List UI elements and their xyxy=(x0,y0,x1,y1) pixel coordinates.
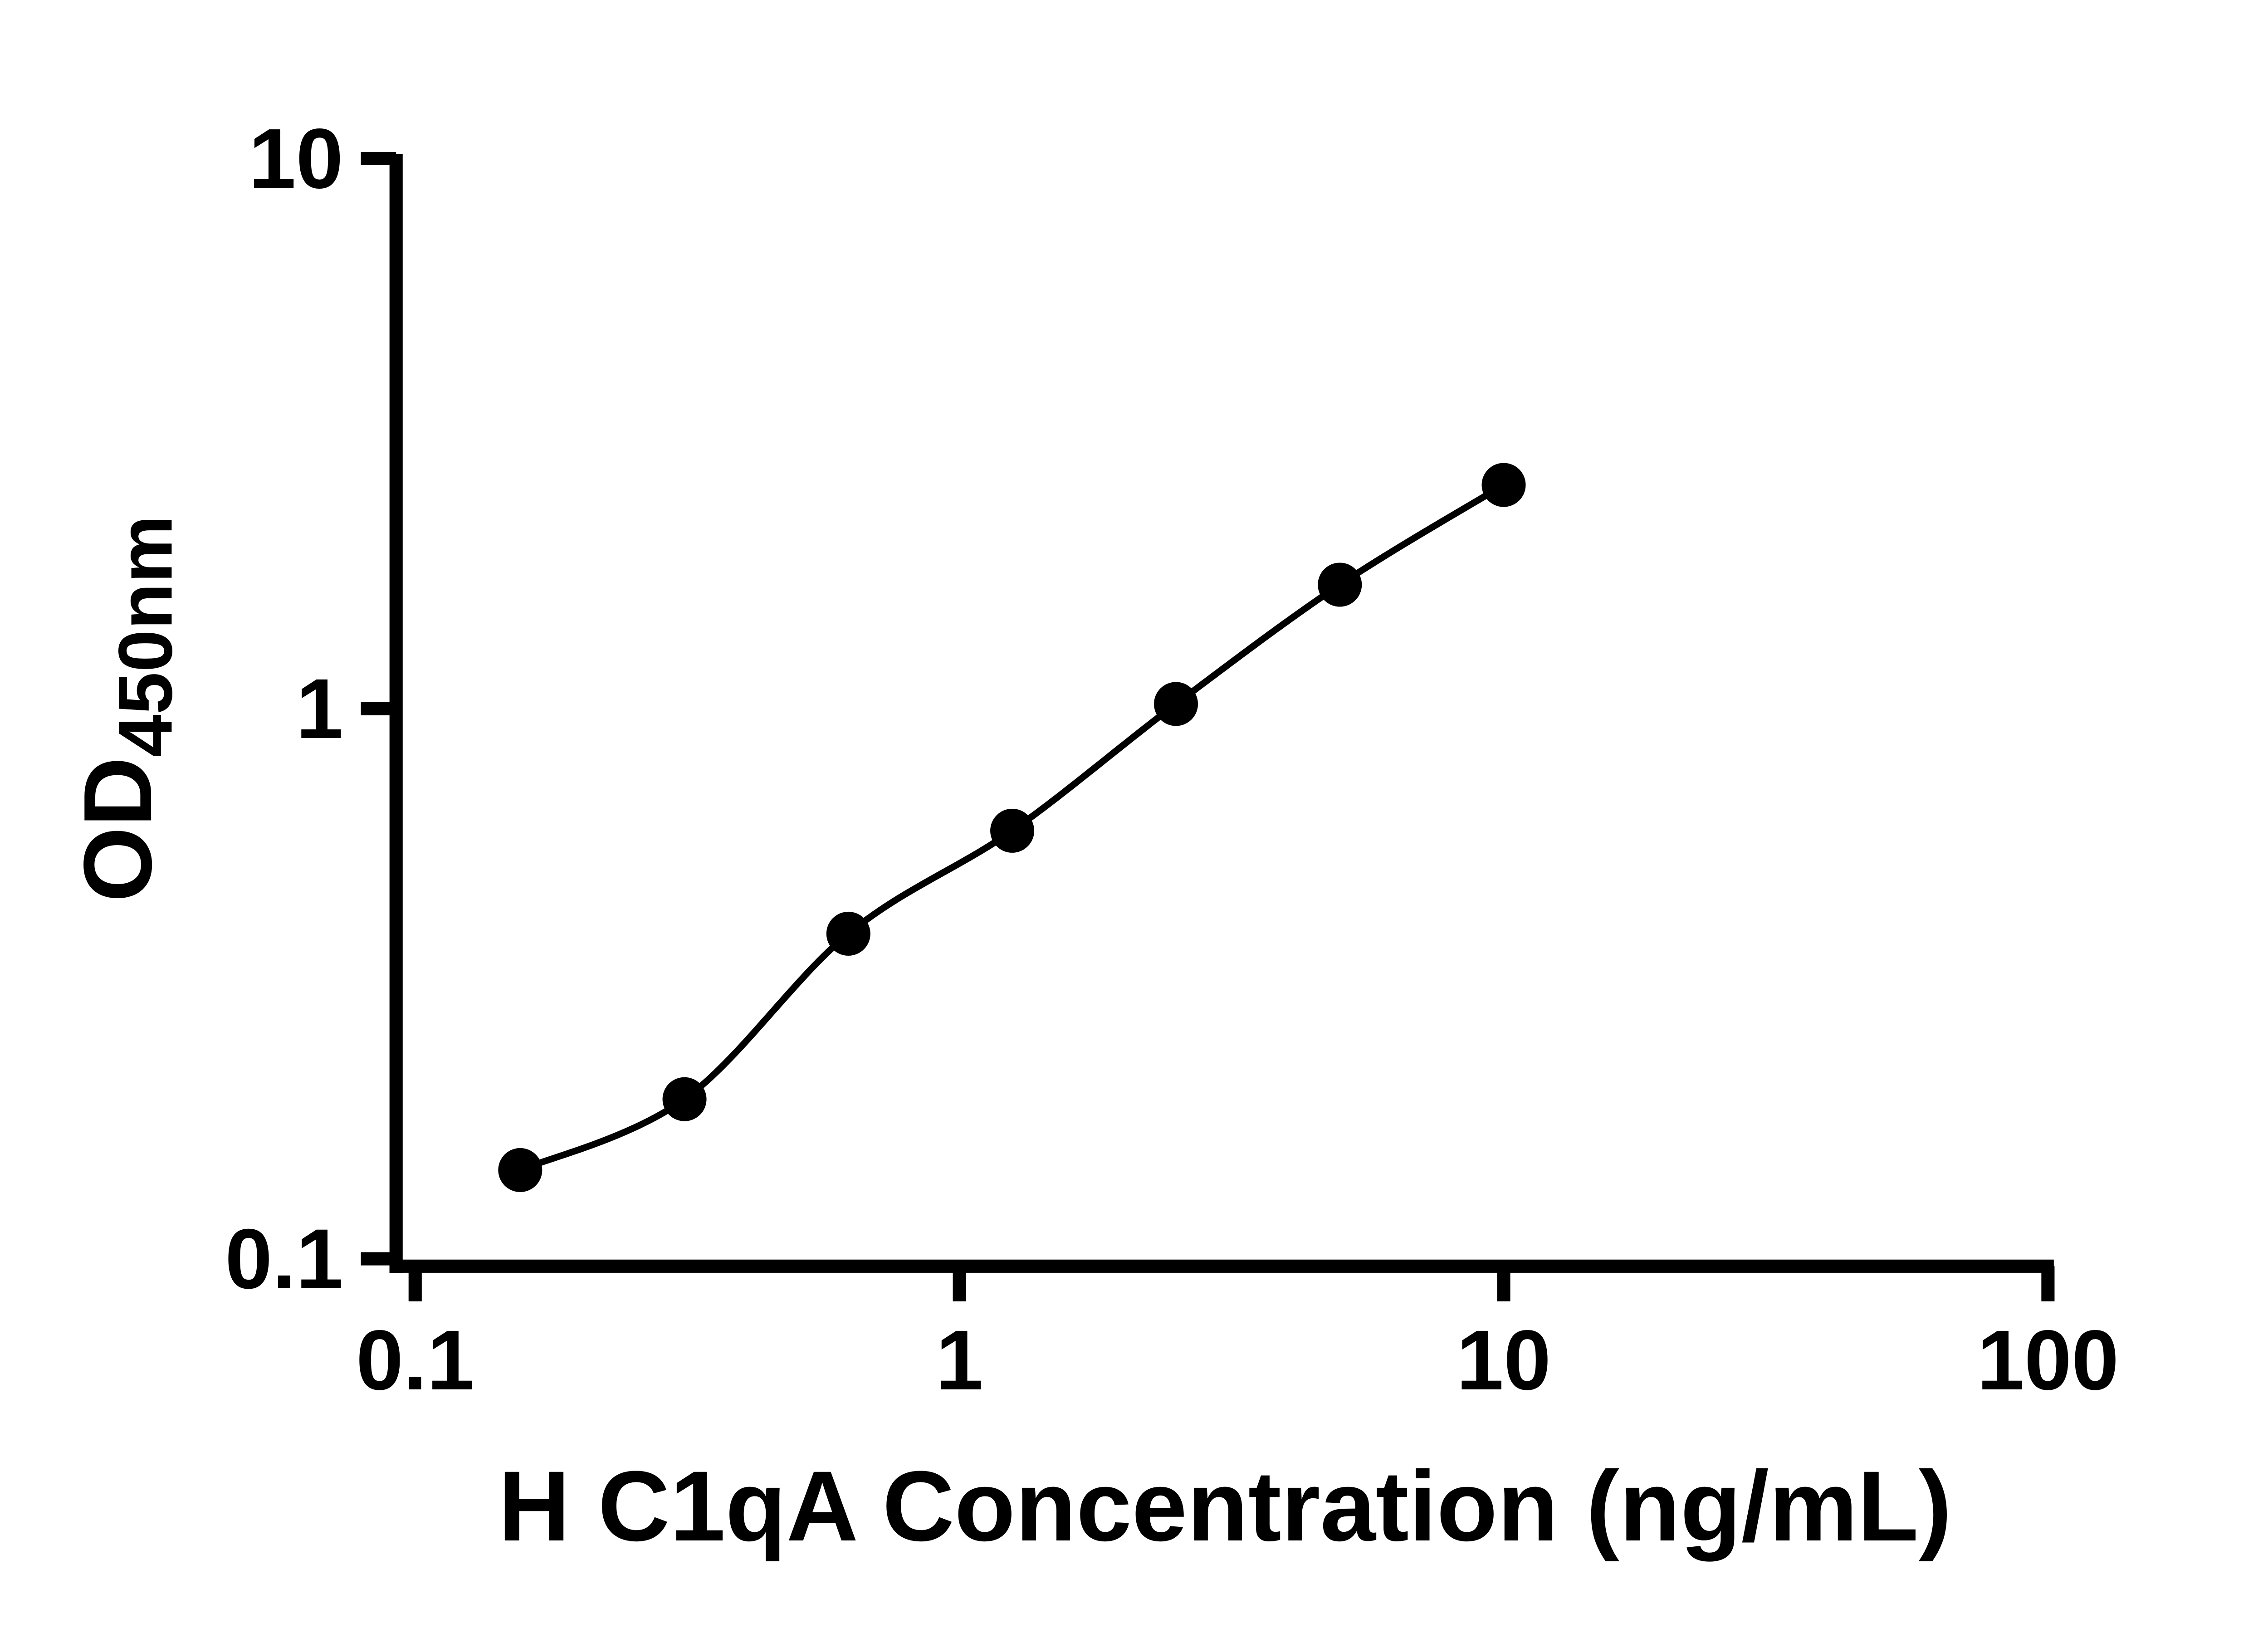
x-axis-tick-label: 10 xyxy=(1457,1312,1551,1408)
data-point xyxy=(826,911,870,956)
x-axis-tick-label: 1 xyxy=(936,1312,983,1408)
y-axis-title-sub: 450nm xyxy=(103,515,188,757)
data-point xyxy=(498,1148,543,1192)
data-point xyxy=(990,808,1035,853)
data-point xyxy=(1318,562,1362,607)
x-axis-title: H C1qA Concentration (ng/mL) xyxy=(498,1450,1952,1562)
plot-layer: 0.1 1 10 100 0.1 1 10 xyxy=(225,111,2119,1408)
y-axis-tick-label: 0.1 xyxy=(225,1211,343,1306)
data-point xyxy=(1481,463,1526,507)
x-axis-tick-label: 100 xyxy=(1977,1312,2119,1408)
data-point xyxy=(662,1077,707,1121)
y-axis-title: OD450nm xyxy=(64,515,188,902)
y-axis-tick-label: 1 xyxy=(296,661,343,756)
data-point xyxy=(1154,682,1198,726)
y-axis-title-main: OD xyxy=(64,757,172,902)
x-axis-tick-label: 0.1 xyxy=(356,1312,474,1408)
y-axis-tick-label: 10 xyxy=(249,111,343,206)
